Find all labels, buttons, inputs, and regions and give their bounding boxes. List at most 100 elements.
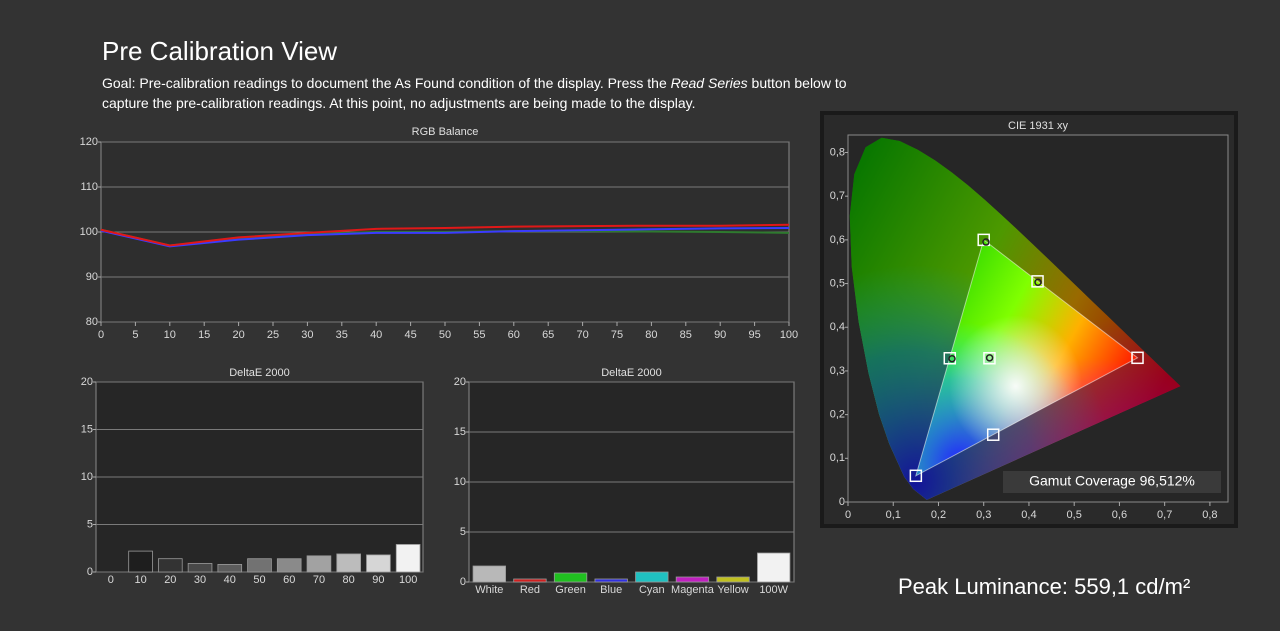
y-tick-label: 5 (460, 526, 466, 538)
target-point (977, 233, 990, 247)
x-tick-label: 65 (542, 329, 554, 341)
y-tick-label: 90 (86, 271, 98, 283)
measured-point (948, 354, 956, 363)
x-tick-label: Blue (600, 584, 622, 596)
y-tick-label: 0,3 (830, 365, 845, 377)
bar (366, 554, 391, 573)
bar (247, 558, 272, 573)
x-tick-label: 55 (473, 329, 485, 341)
x-tick-label: 75 (611, 329, 623, 341)
x-tick-label: 50 (439, 329, 451, 341)
x-tick-label: Red (520, 584, 540, 596)
goal-text: Goal: Pre-calibration readings to docume… (102, 73, 847, 113)
data-line (100, 226, 790, 248)
x-tick-label: 35 (336, 329, 348, 341)
x-tick-label: 70 (313, 574, 325, 586)
y-tick-label: 0,1 (830, 452, 845, 464)
y-tick-label: 0,7 (830, 190, 845, 202)
x-tick-label: 0,8 (1202, 509, 1217, 521)
y-tick-label: 0,2 (830, 409, 845, 421)
x-tick-label: 0,6 (1112, 509, 1127, 521)
measured-point (985, 354, 994, 362)
y-tick-label: 110 (80, 181, 98, 193)
x-tick-label: Green (555, 584, 586, 596)
bar (472, 565, 506, 583)
x-tick-label: 80 (343, 574, 355, 586)
goal-text-start: Goal: Pre-calibration readings to docume… (102, 75, 671, 91)
y-tick-label: 15 (81, 423, 93, 435)
y-tick-label: 10 (81, 471, 93, 483)
x-tick-label: 0 (108, 574, 114, 586)
bar (594, 578, 628, 583)
x-tick-label: 60 (508, 329, 520, 341)
chart-title: CIE 1931 xy (1008, 120, 1068, 132)
y-tick-label: 5 (87, 518, 93, 530)
bar (513, 578, 547, 583)
y-tick-label: 15 (454, 426, 466, 438)
bar (276, 558, 302, 573)
x-tick-label: 20 (232, 329, 244, 341)
y-tick-label: 10 (454, 476, 466, 488)
bar (757, 552, 791, 583)
x-tick-label: 0 (98, 329, 104, 341)
x-tick-label: 0 (845, 509, 851, 521)
x-tick-label: 0,4 (1021, 509, 1036, 521)
gamut-triangle (915, 239, 1138, 476)
y-tick-label: 20 (454, 376, 466, 388)
x-tick-label: 60 (283, 574, 295, 586)
x-tick-label: 100W (759, 584, 788, 596)
target-point (986, 428, 1000, 441)
bar (336, 553, 361, 573)
x-tick-label: Yellow (717, 584, 748, 596)
x-tick-label: 0,5 (1067, 509, 1082, 521)
x-tick-label: 5 (132, 329, 138, 341)
x-tick-label: 100 (399, 574, 417, 586)
x-tick-label: 80 (645, 329, 657, 341)
bar (158, 558, 183, 573)
x-tick-label: 20 (164, 574, 176, 586)
bar (217, 564, 243, 573)
x-tick-label: 0,3 (976, 509, 991, 521)
chart-title: DeltaE 2000 (229, 367, 290, 379)
gamut-coverage: Gamut Coverage 96,512% (1029, 473, 1195, 489)
x-tick-label: White (475, 584, 503, 596)
bar (306, 555, 332, 573)
bar (675, 576, 710, 583)
y-tick-label: 0 (87, 566, 93, 578)
x-tick-label: 90 (372, 574, 384, 586)
peak-luminance: Peak Luminance: 559,1 cd/m² (898, 574, 1191, 599)
x-tick-label: 30 (194, 574, 206, 586)
y-tick-label: 0,4 (830, 321, 845, 333)
page-title: Pre Calibration View (102, 36, 338, 66)
target-point (1031, 275, 1044, 288)
x-tick-label: 90 (714, 329, 726, 341)
x-tick-label: 30 (301, 329, 313, 341)
target-point (909, 469, 923, 483)
x-tick-label: 10 (134, 574, 146, 586)
y-tick-label: 0,5 (830, 277, 845, 289)
x-tick-label: 85 (680, 329, 692, 341)
x-tick-label: Magenta (671, 584, 715, 596)
x-tick-label: 10 (164, 329, 176, 341)
goal-emphasis: Read Series (670, 75, 748, 91)
bar (635, 571, 669, 583)
y-tick-label: 120 (80, 136, 98, 148)
bar (553, 572, 588, 583)
x-tick-label: 50 (253, 574, 265, 586)
x-tick-label: 100 (780, 329, 798, 341)
target-point (1131, 351, 1144, 365)
bar (187, 563, 213, 573)
x-tick-label: 0,7 (1157, 509, 1172, 521)
y-tick-label: 0,6 (830, 234, 845, 246)
x-tick-label: 40 (370, 329, 382, 341)
x-tick-label: Cyan (639, 584, 665, 596)
y-tick-label: 20 (81, 376, 93, 388)
chart-title: DeltaE 2000 (601, 367, 662, 379)
x-tick-label: 40 (224, 574, 236, 586)
measured-point (1034, 278, 1042, 286)
y-tick-label: 0 (839, 496, 845, 508)
goal-text-line2: capture the pre-calibration readings. At… (102, 95, 696, 111)
x-tick-label: 0,1 (886, 509, 901, 521)
